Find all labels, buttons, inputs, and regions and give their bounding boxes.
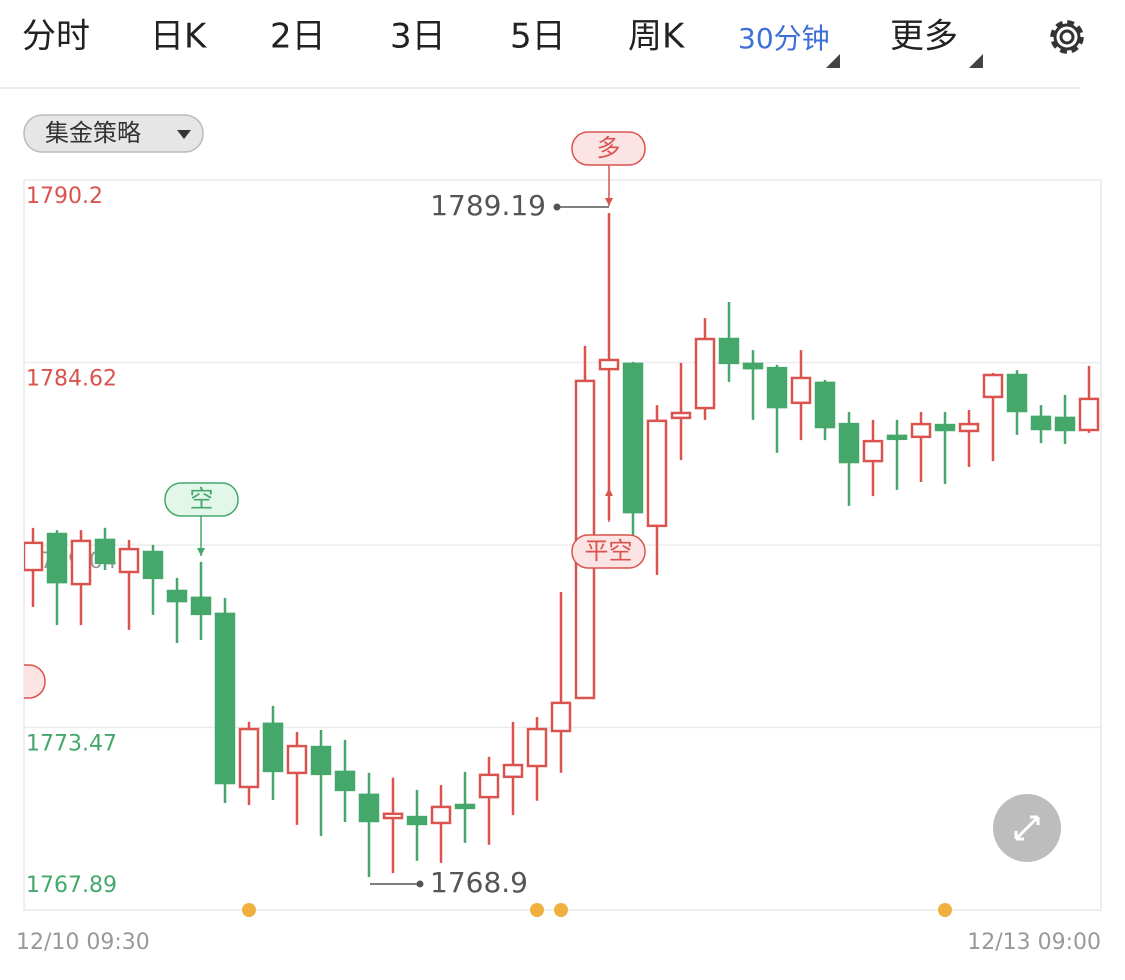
candle-body: [406, 815, 428, 826]
candle-body: [24, 541, 44, 572]
candle-body: [1030, 415, 1052, 431]
candle-body: [862, 439, 884, 463]
tab-active[interactable]: 30分钟: [738, 22, 830, 55]
candle-body: [1078, 397, 1100, 432]
min-dot: [416, 880, 424, 888]
candle-body: [214, 612, 236, 785]
candle-body: [766, 366, 788, 409]
candle-body: [694, 337, 716, 410]
tab[interactable]: 更多: [890, 17, 958, 57]
event-dot[interactable]: [530, 903, 544, 917]
candle-body: [790, 376, 812, 405]
tab[interactable]: 5日: [510, 17, 566, 57]
candle-body: [70, 539, 92, 586]
candle-body: [670, 411, 692, 420]
candle-body: [958, 422, 980, 433]
candle-body: [910, 422, 932, 439]
candle-body: [598, 358, 620, 371]
y-tick-label: 1773.47: [26, 731, 117, 756]
candle-body: [550, 701, 572, 733]
tab[interactable]: 周K: [628, 17, 686, 57]
candle-body: [286, 744, 308, 775]
candle-body: [814, 381, 836, 429]
event-dot[interactable]: [554, 903, 568, 917]
signal-label: 空: [190, 485, 214, 513]
y-tick-label: 1784.62: [26, 367, 117, 392]
tab-bar: 分时 日K 2日 3日 5日 周K 30分钟 更多: [0, 17, 1084, 89]
candle-body: [238, 727, 260, 789]
signal-marker[interactable]: 平空: [571, 488, 646, 569]
signal-pill: [571, 534, 646, 569]
candle-body: [454, 803, 476, 810]
candle-body: [1006, 373, 1028, 413]
signal-pill: [24, 664, 46, 699]
signal-marker[interactable]: 空: [164, 482, 239, 556]
dropdown-triangle: [826, 54, 840, 68]
candle-body: [1054, 416, 1076, 432]
candle-body: [502, 763, 524, 779]
signal-arrowhead: [197, 548, 205, 556]
dropdown-triangle: [969, 54, 983, 68]
strategy-dropdown[interactable]: 集金策略: [23, 114, 204, 153]
signal-marker[interactable]: 多: [571, 131, 646, 206]
candle-body: [982, 373, 1004, 399]
candle-body: [46, 532, 68, 584]
signal-label: 平空: [585, 537, 633, 565]
signal-arrowhead: [605, 198, 613, 206]
candle-body: [262, 722, 284, 773]
expand-button[interactable]: [993, 794, 1061, 862]
candle-body: [358, 793, 380, 823]
max-label: 1789.19: [430, 189, 546, 222]
candle-body: [382, 812, 404, 820]
candle-body: [118, 547, 140, 574]
max-dot: [553, 203, 561, 211]
candle-body: [430, 805, 452, 825]
tab[interactable]: 3日: [390, 17, 446, 57]
tab[interactable]: 日K: [150, 17, 208, 57]
candle-body: [934, 423, 956, 432]
candle-body: [718, 337, 740, 365]
candle-body: [142, 550, 164, 580]
candle-body: [622, 362, 644, 514]
tab[interactable]: 2日: [270, 17, 326, 57]
signal-label: 多: [597, 134, 621, 162]
candle-body: [478, 773, 500, 799]
dropdown-label: 集金策略: [45, 119, 141, 147]
signal-label: 空: [0, 667, 20, 695]
candle-body: [94, 538, 116, 565]
x-tick-label: 12/10 09:30: [16, 930, 150, 955]
candle-body: [646, 419, 668, 528]
tab[interactable]: 分时: [22, 17, 90, 57]
candle-body: [166, 589, 188, 603]
y-tick-label: 1767.89: [26, 873, 117, 898]
y-tick-label: 1790.2: [26, 184, 103, 209]
candle-body: [526, 727, 548, 768]
candle-body: [886, 434, 908, 441]
event-dot[interactable]: [938, 903, 952, 917]
signal-arrowhead: [605, 488, 613, 496]
candle-body: [838, 422, 860, 464]
signal-marker[interactable]: 空: [0, 664, 46, 699]
min-label: 1768.9: [430, 866, 528, 899]
candle-body: [742, 362, 764, 370]
settings-icon[interactable]: [1050, 20, 1084, 54]
candle-body: [310, 745, 332, 776]
candle-body: [334, 770, 356, 792]
candle-body: [190, 596, 212, 616]
event-dot[interactable]: [242, 903, 256, 917]
x-tick-label: 12/13 09:00: [967, 930, 1101, 955]
